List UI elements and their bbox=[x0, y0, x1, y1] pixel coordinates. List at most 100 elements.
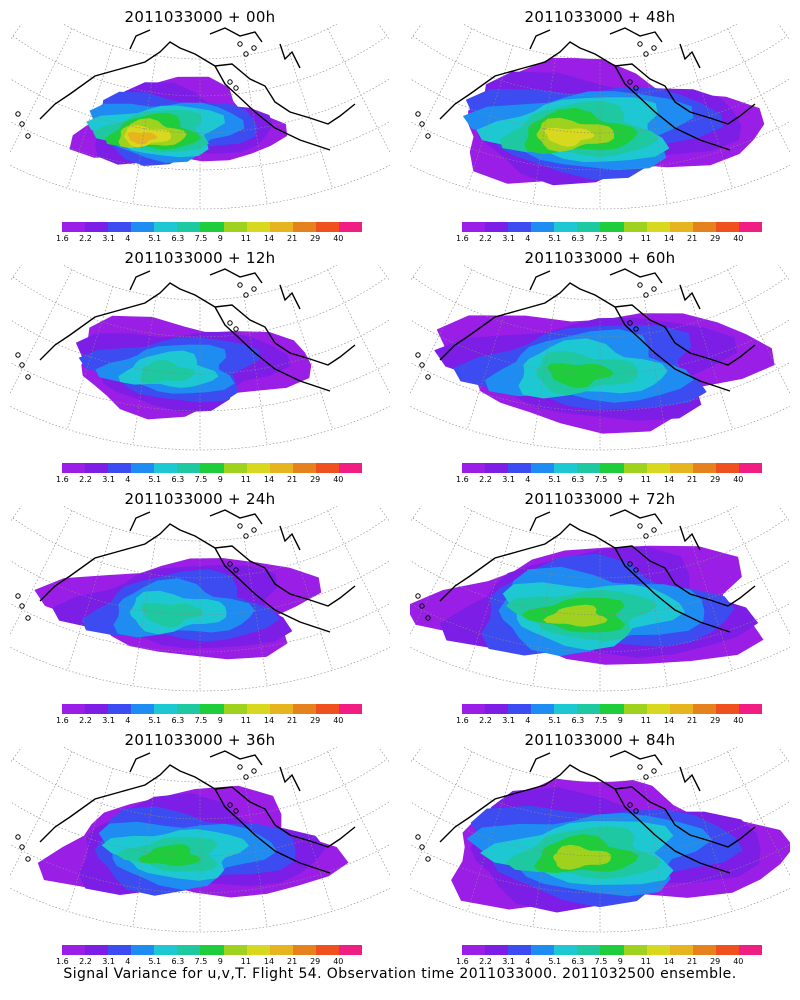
colorbar-tick-label: 7.5 bbox=[194, 716, 208, 725]
colorbar-swatch bbox=[177, 463, 201, 473]
island bbox=[25, 856, 31, 862]
colorbar-swatch bbox=[531, 222, 555, 232]
variance-field bbox=[462, 57, 765, 186]
island bbox=[251, 286, 257, 292]
colorbar-tick-label: 7.5 bbox=[194, 957, 208, 966]
island bbox=[25, 615, 31, 621]
colorbar-tick-label: 9 bbox=[217, 716, 223, 725]
colorbar-tick-label: 5.1 bbox=[548, 475, 562, 484]
colorbar-tick-label: 14 bbox=[663, 234, 675, 243]
island bbox=[15, 593, 21, 599]
colorbar-swatch bbox=[85, 463, 109, 473]
island bbox=[415, 111, 421, 117]
latitude-line bbox=[412, 758, 788, 820]
meridian-line bbox=[10, 510, 73, 636]
island bbox=[643, 51, 649, 57]
latitude-line bbox=[412, 35, 788, 97]
colorbar-swatch bbox=[154, 222, 178, 232]
island bbox=[227, 561, 233, 567]
island bbox=[425, 856, 431, 862]
colorbar-tick-label: 9 bbox=[217, 234, 223, 243]
colorbar-swatch bbox=[315, 463, 339, 473]
latitude-line bbox=[410, 646, 790, 692]
colorbar-tick-label: 40 bbox=[333, 957, 344, 966]
island bbox=[651, 45, 657, 51]
colorbar-tick-label: 40 bbox=[733, 957, 744, 966]
map-60h bbox=[410, 265, 790, 451]
colorbar-swatch bbox=[577, 704, 601, 714]
island bbox=[415, 352, 421, 358]
map-84h bbox=[410, 747, 790, 933]
meridian-line bbox=[686, 286, 733, 430]
colorbar-tick-label: 5.1 bbox=[548, 716, 562, 725]
colorbar-tick-label: 11 bbox=[240, 234, 251, 243]
colorbar-tick-label: 21 bbox=[287, 716, 298, 725]
meridian-line bbox=[643, 296, 668, 445]
colorbar-swatch bbox=[738, 945, 763, 955]
colorbar-swatch bbox=[131, 463, 155, 473]
colorbar-swatch bbox=[462, 704, 486, 714]
panel-title: 2011033000 + 24h bbox=[124, 490, 276, 508]
meridian-line bbox=[10, 265, 22, 282]
meridian-line bbox=[727, 28, 790, 154]
colorbar-swatch bbox=[108, 222, 132, 232]
colorbar-swatch bbox=[177, 222, 201, 232]
colorbar-tick-label: 21 bbox=[687, 475, 698, 484]
colorbar-swatch bbox=[646, 463, 670, 473]
colorbar-tick-label: 3.1 bbox=[502, 475, 515, 484]
colorbar-swatch bbox=[485, 704, 509, 714]
latitude-line bbox=[10, 844, 390, 894]
colorbar-swatch bbox=[223, 222, 247, 232]
island bbox=[643, 533, 649, 539]
colorbar-swatch bbox=[646, 704, 670, 714]
meridian-line bbox=[532, 537, 557, 686]
panel-72h: 2011033000 + 72h 1.6 2.2 3.1 4 5.1 6.3 7.5 9 11 1… bbox=[400, 482, 800, 727]
colorbar-swatch bbox=[177, 945, 201, 955]
panel-title: 2011033000 + 60h bbox=[524, 249, 676, 267]
meridian-line bbox=[286, 527, 333, 671]
colorbar-tick-label: 9 bbox=[617, 234, 623, 243]
island bbox=[243, 774, 249, 780]
meridian-line bbox=[67, 768, 114, 912]
meridian-line bbox=[10, 28, 73, 154]
colorbar-swatch bbox=[131, 222, 155, 232]
colorbar-swatch bbox=[246, 945, 270, 955]
colorbar-swatch bbox=[738, 222, 763, 232]
colorbar-swatch bbox=[692, 222, 716, 232]
colorbar-swatch bbox=[292, 463, 316, 473]
latitude-line bbox=[10, 362, 390, 412]
colorbar-swatch bbox=[531, 704, 555, 714]
colorbar-swatch bbox=[269, 704, 293, 714]
colorbar-tick-label: 5.1 bbox=[548, 234, 562, 243]
colorbar-tick-label: 4 bbox=[125, 234, 131, 243]
variance-contour bbox=[137, 844, 202, 867]
colorbar-swatch bbox=[738, 704, 763, 714]
meridian-line bbox=[243, 296, 268, 445]
colorbar-tick-label: 40 bbox=[333, 716, 344, 725]
colorbar-tick-label: 6.3 bbox=[171, 716, 185, 725]
colorbar-tick-label: 7.5 bbox=[594, 957, 608, 966]
colorbar-swatch bbox=[715, 704, 739, 714]
meridian-line bbox=[67, 45, 114, 189]
colorbar-tick-label: 1.6 bbox=[456, 475, 469, 484]
colorbar-tick-label: 14 bbox=[263, 234, 275, 243]
colorbar-tick-label: 1.6 bbox=[456, 234, 469, 243]
colorbar-swatch bbox=[623, 222, 647, 232]
latitude-line bbox=[462, 747, 738, 783]
colorbar-swatch bbox=[554, 704, 578, 714]
map-12h bbox=[10, 265, 390, 451]
colorbar-swatch bbox=[669, 945, 693, 955]
map-24h bbox=[10, 506, 390, 692]
colorbar-swatch bbox=[223, 463, 247, 473]
island bbox=[25, 133, 31, 139]
latitude-line bbox=[12, 517, 388, 579]
map-36h bbox=[10, 747, 390, 933]
colorbar-tick-label: 1.6 bbox=[456, 716, 469, 725]
colorbar-tick-label: 1.6 bbox=[456, 957, 469, 966]
colorbar-swatch bbox=[338, 222, 363, 232]
colorbar-swatch bbox=[200, 704, 224, 714]
island bbox=[643, 774, 649, 780]
colorbar-tick-label: 1.6 bbox=[56, 475, 69, 484]
colorbar-swatch bbox=[508, 704, 532, 714]
coastline bbox=[439, 27, 756, 151]
